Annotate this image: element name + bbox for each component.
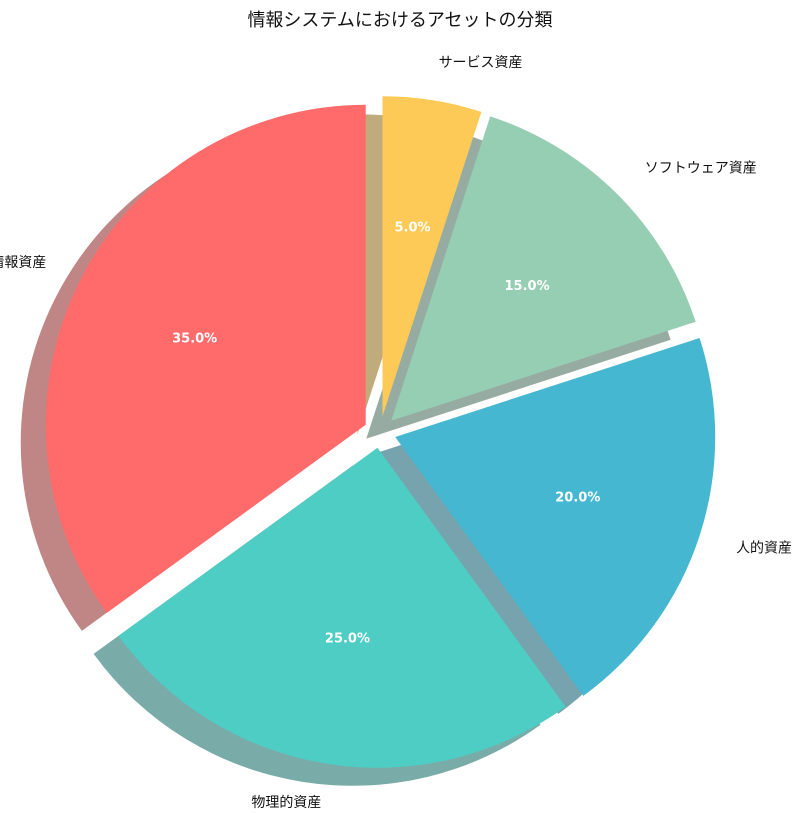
slice-pct-label-0: 35.0% (172, 332, 217, 347)
slice-category-label-1: 物理的資産 (251, 795, 321, 811)
slice-category-label-4: サービス資産 (439, 55, 523, 71)
slice-layer (45, 96, 716, 768)
slice-category-label-3: ソフトウェア資産 (645, 160, 757, 176)
slice-category-label-0: 情報資産 (0, 255, 46, 271)
slice-category-label-2: 人的資産 (736, 541, 792, 557)
chart-title: 情報システムにおけるアセットの分類 (247, 10, 553, 31)
slice-pct-label-4: 5.0% (395, 221, 431, 236)
slice-0 (45, 104, 366, 613)
slice-3 (391, 116, 696, 421)
slice-2 (395, 338, 716, 696)
slice-1 (118, 447, 566, 768)
slice-pct-label-2: 20.0% (555, 490, 600, 505)
slice-4 (382, 96, 482, 417)
slice-pct-label-3: 15.0% (505, 279, 550, 294)
slice-pct-label-1: 25.0% (325, 631, 370, 646)
label-layer: 35.0% 情報資産 25.0% 物理的資産 20.0% 人的資産 15.0% ソフトウェア資… (0, 55, 792, 811)
